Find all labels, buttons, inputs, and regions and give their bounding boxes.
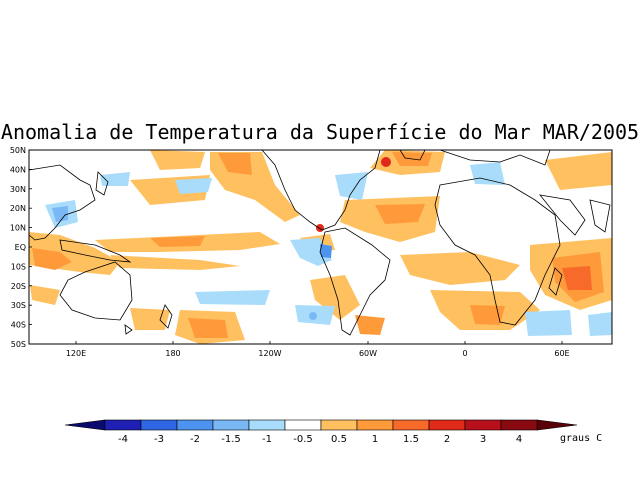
colorbar-tick-label: 2 [444,434,450,445]
cool-patch [588,312,612,336]
colorbar-tick-label: -1.5 [221,434,241,445]
indonesia-coast [59,239,132,263]
lat-label-30n: 30N [10,185,26,194]
africa-coast [434,177,561,326]
colorbar-cell [176,419,214,431]
colorbar-tick-label: 0.5 [331,434,347,445]
lat-label-40s: 40S [11,321,26,330]
warm-patch [32,248,72,270]
asia-coast [28,164,96,241]
colorbar-tick-label: -0.5 [293,434,313,445]
lon-label-60e: 60E [554,349,569,358]
warm-patch [218,153,252,175]
arabia-coast [539,194,586,236]
latitude-axis: 50N 40N 30N 20N 10N EQ 10S 20S 30S 40S 5… [10,146,32,349]
map-title: Anomalia de Temperatura da Superfície do… [0,120,640,144]
longitude-axis: 120E 180 120W 60W 0 60E [66,341,570,358]
tasmania-coast [124,324,133,335]
lon-label-180: 180 [165,349,180,358]
colorbar-cell [500,419,538,431]
lat-label-10s: 10S [11,262,26,271]
lon-label-120w: 120W [258,349,281,358]
australia-coast [59,261,133,321]
colorbar-cell [248,419,286,431]
colorbar-tick-label: 1 [372,434,378,445]
colorbar-tick-label: -2 [190,434,200,445]
colorbar-left-arrow [64,419,106,431]
europe-coast [439,149,551,166]
colorbar-tick-label: 1.5 [403,434,419,445]
cool-core [309,312,317,320]
lat-label-20s: 20S [11,282,26,291]
lat-label-eq: EQ [15,243,26,252]
lat-label-50s: 50S [11,340,26,349]
colorbar-tick-label: -1 [262,434,272,445]
colorbar-tick-label: -3 [154,434,164,445]
anomaly-patches [29,150,612,344]
colorbar-tick-label: 4 [516,434,522,445]
colorbar-cell [428,419,466,431]
colorbar-cell [320,419,358,431]
colorbar-tick-label: -4 [118,434,128,445]
lat-label-50n: 50N [10,146,26,155]
colorbar-cell [464,419,502,431]
colorbar-cell [392,419,430,431]
lat-label-40n: 40N [10,165,26,174]
india-coast [589,199,611,233]
warm-patch [470,305,505,325]
colorbar: -4 -3 -2 -1.5 -1 -0.5 0.5 1 1.5 2 3 4 [64,419,578,445]
warm-patch [130,308,170,330]
cool-patch [470,162,505,185]
south-america-coast [319,227,391,336]
colorbar-cell [104,419,142,431]
coastlines [28,149,611,336]
madagascar-coast [548,267,563,296]
cool-patch [525,310,572,336]
lon-label-60w: 60W [359,349,377,358]
north-america-coast [261,149,381,231]
colorbar-cell [212,419,250,431]
warm-patch [355,315,385,335]
lat-label-20n: 20N [10,204,26,213]
colorbar-units: graus C [560,433,603,444]
warm-patch [150,150,205,170]
warm-patch [30,285,60,305]
colorbar-cell [140,419,178,431]
lat-label-10n: 10N [10,224,26,233]
warm-patch [545,152,612,190]
warm-patch [150,236,205,247]
lat-label-30s: 30S [11,301,26,310]
colorbar-tick-label: 3 [480,434,486,445]
warm-core [381,157,391,167]
cool-core [320,244,332,258]
lon-label-0: 0 [462,349,467,358]
cool-core [52,206,68,222]
cool-patch [175,178,212,194]
warm-patch [375,204,425,224]
cool-patch [335,172,368,200]
lon-label-120e: 120E [66,349,86,358]
warm-patch [310,275,360,320]
colorbar-cell [284,419,322,431]
warm-patch [188,318,228,338]
cool-patch [195,290,270,305]
colorbar-right-arrow [536,419,578,431]
warm-patch [110,255,240,270]
new-zealand-coast [159,304,173,329]
warm-core [316,224,324,232]
colorbar-cell [356,419,394,431]
japan-coast [95,171,109,196]
warm-patch [562,266,592,290]
